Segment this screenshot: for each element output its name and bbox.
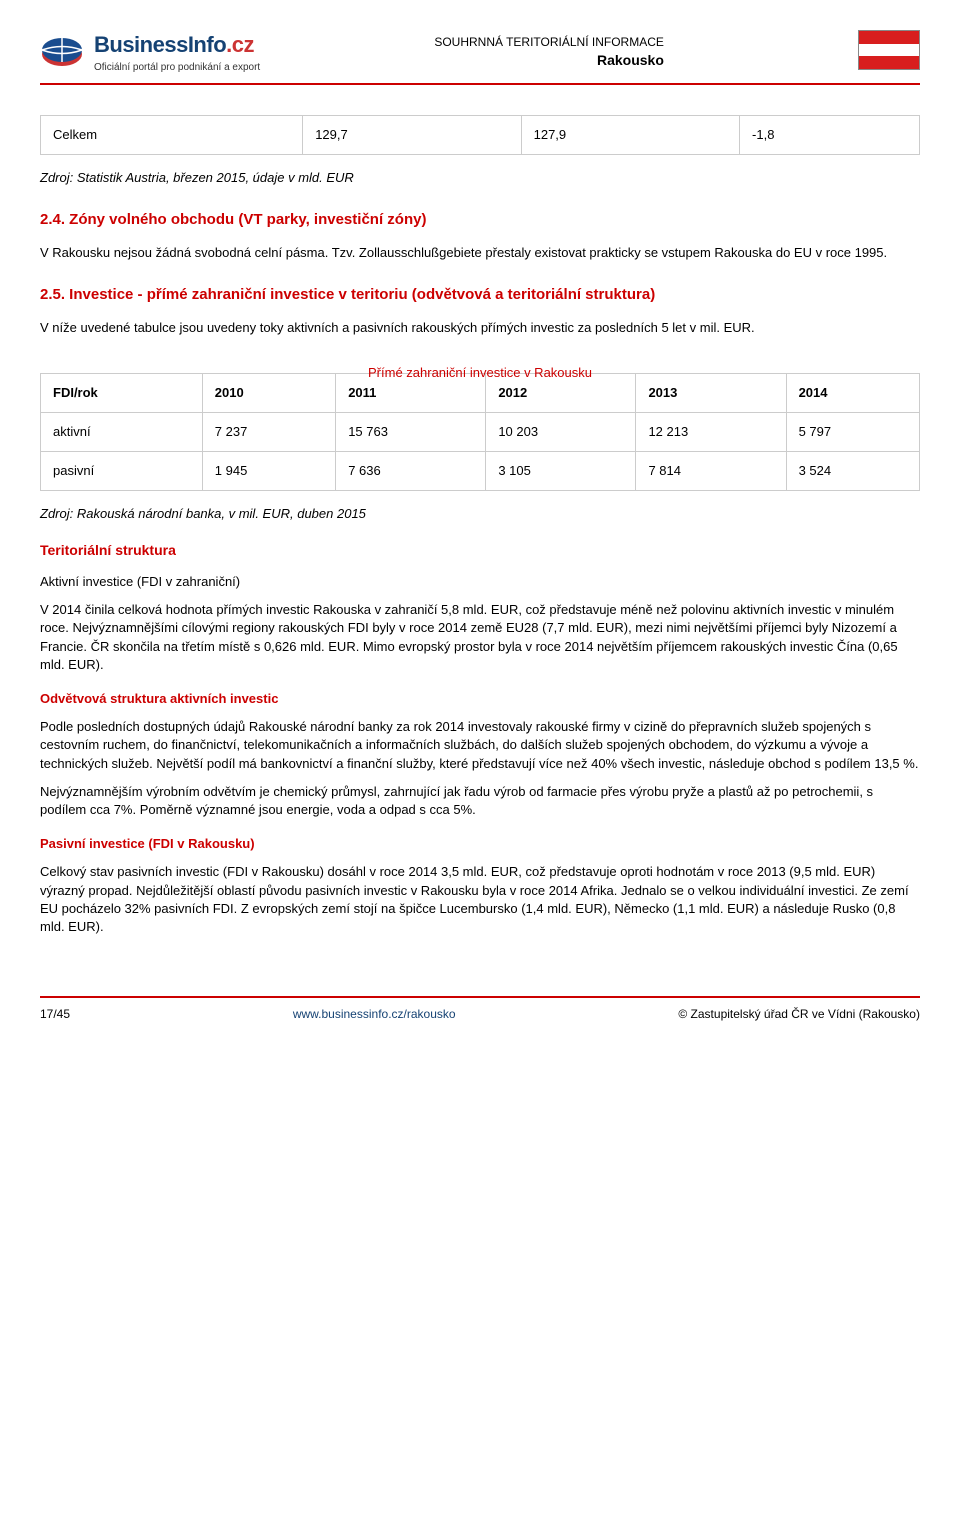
header-rule	[40, 83, 920, 85]
table-cell: 12 213	[636, 412, 786, 451]
table-cell: 10 203	[486, 412, 636, 451]
header-line1: SOUHRNNÁ TERITORIÁLNÍ INFORMACE	[434, 34, 664, 51]
page-header: BusinessInfo.cz Oficiální portál pro pod…	[40, 30, 920, 75]
section-2-5-title: 2.5. Investice - přímé zahraniční invest…	[40, 284, 920, 305]
table-cell: aktivní	[41, 412, 203, 451]
heading-aktivni: Aktivní investice (FDI v zahraniční)	[40, 573, 920, 591]
header-center: SOUHRNNÁ TERITORIÁLNÍ INFORMACE Rakousko	[434, 34, 664, 70]
table-summary: Celkem129,7127,9-1,8	[40, 115, 920, 155]
table-cell: 5 797	[786, 412, 919, 451]
table-cell: 3 105	[486, 452, 636, 491]
table-cell: 3 524	[786, 452, 919, 491]
source-1: Zdroj: Statistik Austria, březen 2015, ú…	[40, 169, 920, 187]
table-cell: 1 945	[202, 452, 335, 491]
logo-block: BusinessInfo.cz Oficiální portál pro pod…	[40, 30, 260, 75]
heading-teritorialni: Teritoriální struktura	[40, 541, 920, 561]
logo-text-a: BusinessInfo	[94, 32, 226, 57]
logo-text-b: .cz	[226, 32, 254, 57]
footer-url[interactable]: www.businessinfo.cz/rakousko	[293, 1006, 456, 1023]
table2-caption: Přímé zahraniční investice v Rakousku	[40, 364, 920, 382]
para-odvet-2: Nejvýznamnějším výrobním odvětvím je che…	[40, 783, 920, 819]
logo-title: BusinessInfo.cz	[94, 30, 260, 61]
table-cell: 127,9	[521, 115, 739, 154]
para-aktivni: V 2014 činila celková hodnota přímých in…	[40, 601, 920, 674]
table-cell: pasivní	[41, 452, 203, 491]
table-cell: 7 636	[336, 452, 486, 491]
section-2-4-title: 2.4. Zóny volného obchodu (VT parky, inv…	[40, 209, 920, 230]
table-row: pasivní1 945 7 636 3 105 7 814 3 524	[41, 452, 920, 491]
globe-icon	[40, 35, 84, 69]
para-2-5-intro: V níže uvedené tabulce jsou uvedeny toky…	[40, 319, 920, 337]
para-2-4: V Rakousku nejsou žádná svobodná celní p…	[40, 244, 920, 262]
table-cell: -1,8	[740, 115, 920, 154]
table-cell: 129,7	[303, 115, 521, 154]
table-cell: 7 814	[636, 452, 786, 491]
table-fdi: FDI/rok20102011201220132014 aktivní7 237…	[40, 373, 920, 492]
header-line2: Rakousko	[434, 51, 664, 71]
table-cell: 7 237	[202, 412, 335, 451]
table-cell: 15 763	[336, 412, 486, 451]
para-pasivni: Celkový stav pasivních investic (FDI v R…	[40, 863, 920, 936]
table-row: aktivní7 23715 76310 20312 2135 797	[41, 412, 920, 451]
flag-austria	[858, 30, 920, 70]
table-cell: Celkem	[41, 115, 303, 154]
heading-odvetvova: Odvětvová struktura aktivních investic	[40, 690, 920, 708]
para-odvet-1: Podle posledních dostupných údajů Rakous…	[40, 718, 920, 773]
page-footer: 17/45 www.businessinfo.cz/rakousko © Zas…	[40, 996, 920, 1023]
footer-copyright: © Zastupitelský úřad ČR ve Vídni (Rakous…	[678, 1006, 920, 1023]
source-2: Zdroj: Rakouská národní banka, v mil. EU…	[40, 505, 920, 523]
logo-subtitle: Oficiální portál pro podnikání a export	[94, 61, 260, 75]
table-row: Celkem129,7127,9-1,8	[41, 115, 920, 154]
footer-page: 17/45	[40, 1006, 70, 1023]
heading-pasivni: Pasivní investice (FDI v Rakousku)	[40, 835, 920, 853]
